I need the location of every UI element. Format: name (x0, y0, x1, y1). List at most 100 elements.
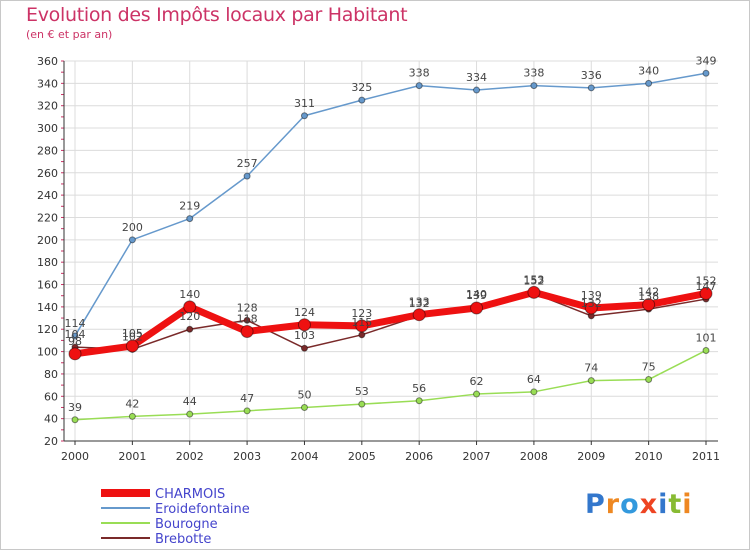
data-point-bourogne (587, 377, 595, 385)
legend-label-brebotte: Brebotte (155, 532, 211, 547)
logo-letter: o (620, 489, 640, 520)
data-point-brebotte (186, 325, 194, 333)
data-label-eroidefontaine: 340 (638, 64, 659, 77)
x-tick-label: 2002 (176, 450, 204, 463)
logo-letter: i (682, 489, 693, 520)
logo-letter: i (658, 489, 669, 520)
data-label-eroidefontaine: 219 (179, 200, 200, 213)
data-point-bourogne (473, 390, 481, 398)
y-tick-label: 20 (44, 435, 58, 448)
x-tick-label: 2011 (692, 450, 720, 463)
data-label-charmois: 124 (294, 306, 315, 319)
y-tick-label: 240 (37, 189, 58, 202)
data-label-brebotte: 132 (409, 297, 430, 310)
y-tick-label: 280 (37, 144, 58, 157)
legend-label-bourogne: Bourogne (155, 517, 218, 532)
y-tick-label: 160 (37, 279, 58, 292)
data-point-eroidefontaine (702, 69, 710, 77)
data-label-bourogne: 53 (355, 385, 369, 398)
data-point-brebotte (300, 344, 308, 352)
y-tick-label: 140 (37, 301, 58, 314)
y-tick-label: 100 (37, 346, 58, 359)
data-label-charmois: 98 (68, 335, 82, 348)
data-point-charmois (297, 318, 311, 332)
y-tick-label: 200 (37, 234, 58, 247)
data-point-eroidefontaine (530, 82, 538, 90)
data-point-eroidefontaine (186, 215, 194, 223)
x-tick-label: 2001 (118, 450, 146, 463)
data-point-charmois (584, 301, 598, 315)
logo-letter: P (585, 489, 606, 520)
y-tick-label: 320 (37, 100, 58, 113)
x-tick-label: 2004 (290, 450, 318, 463)
data-label-brebotte: 140 (466, 288, 487, 301)
logo-letter: x (639, 489, 659, 520)
data-point-eroidefontaine (128, 236, 136, 244)
data-label-brebotte: 115 (351, 316, 372, 329)
data-label-eroidefontaine: 114 (65, 317, 86, 330)
data-label-charmois: 140 (179, 288, 200, 301)
x-tick-label: 2010 (635, 450, 663, 463)
data-label-bourogne: 44 (183, 395, 197, 408)
data-point-bourogne (358, 400, 366, 408)
data-label-brebotte: 147 (696, 280, 717, 293)
data-point-eroidefontaine (71, 332, 79, 340)
data-point-charmois (183, 300, 197, 314)
data-label-charmois: 123 (351, 307, 372, 320)
data-label-charmois: 139 (466, 289, 487, 302)
data-label-bourogne: 101 (696, 331, 717, 344)
data-point-eroidefontaine (243, 172, 251, 180)
x-tick-label: 2008 (520, 450, 548, 463)
data-label-bourogne: 56 (412, 382, 426, 395)
data-label-brebotte: 120 (179, 310, 200, 323)
data-label-charmois: 153 (523, 273, 544, 286)
data-point-bourogne (702, 346, 710, 354)
data-label-charmois: 152 (696, 274, 717, 287)
x-tick-label: 2003 (233, 450, 261, 463)
data-label-bourogne: 64 (527, 373, 541, 386)
chart-subtitle: (en € et par an) (26, 28, 113, 41)
data-label-eroidefontaine: 200 (122, 221, 143, 234)
data-label-brebotte: 102 (122, 330, 143, 343)
data-label-charmois: 105 (122, 327, 143, 340)
x-tick-label: 2007 (463, 450, 491, 463)
legend-label-eroidefontaine: Eroidefontaine (155, 502, 250, 517)
data-label-eroidefontaine: 325 (351, 81, 372, 94)
data-point-eroidefontaine (415, 82, 423, 90)
y-tick-label: 80 (44, 368, 58, 381)
data-label-eroidefontaine: 349 (696, 54, 717, 67)
data-point-charmois (699, 286, 713, 300)
x-tick-label: 2006 (405, 450, 433, 463)
data-point-bourogne (415, 397, 423, 405)
data-point-eroidefontaine (300, 112, 308, 120)
x-tick-label: 2005 (348, 450, 376, 463)
data-label-eroidefontaine: 334 (466, 71, 487, 84)
data-label-eroidefontaine: 338 (409, 67, 430, 80)
data-point-charmois (642, 298, 656, 312)
data-label-brebotte: 128 (237, 301, 258, 314)
series-line-charmois (74, 288, 707, 358)
proxiti-logo: Proxiti (585, 489, 693, 520)
data-point-charmois (125, 339, 139, 353)
y-tick-label: 60 (44, 390, 58, 403)
x-tick-label: 2000 (61, 450, 89, 463)
logo-letter: t (668, 489, 683, 520)
data-point-bourogne (71, 416, 79, 424)
data-point-charmois (527, 285, 541, 299)
data-point-bourogne (300, 403, 308, 411)
data-label-bourogne: 42 (125, 397, 139, 410)
data-point-eroidefontaine (358, 96, 366, 104)
data-label-charmois: 133 (409, 296, 430, 309)
data-point-eroidefontaine (645, 79, 653, 87)
x-tick-label: 2009 (577, 450, 605, 463)
data-point-charmois (240, 324, 254, 338)
plot-area (64, 61, 718, 441)
logo-letter: r (605, 489, 621, 520)
data-label-eroidefontaine: 336 (581, 69, 602, 82)
data-label-bourogne: 74 (584, 362, 598, 375)
data-label-brebotte: 152 (523, 274, 544, 287)
data-point-charmois (355, 319, 369, 333)
data-point-charmois (412, 308, 426, 322)
data-point-bourogne (128, 412, 136, 420)
